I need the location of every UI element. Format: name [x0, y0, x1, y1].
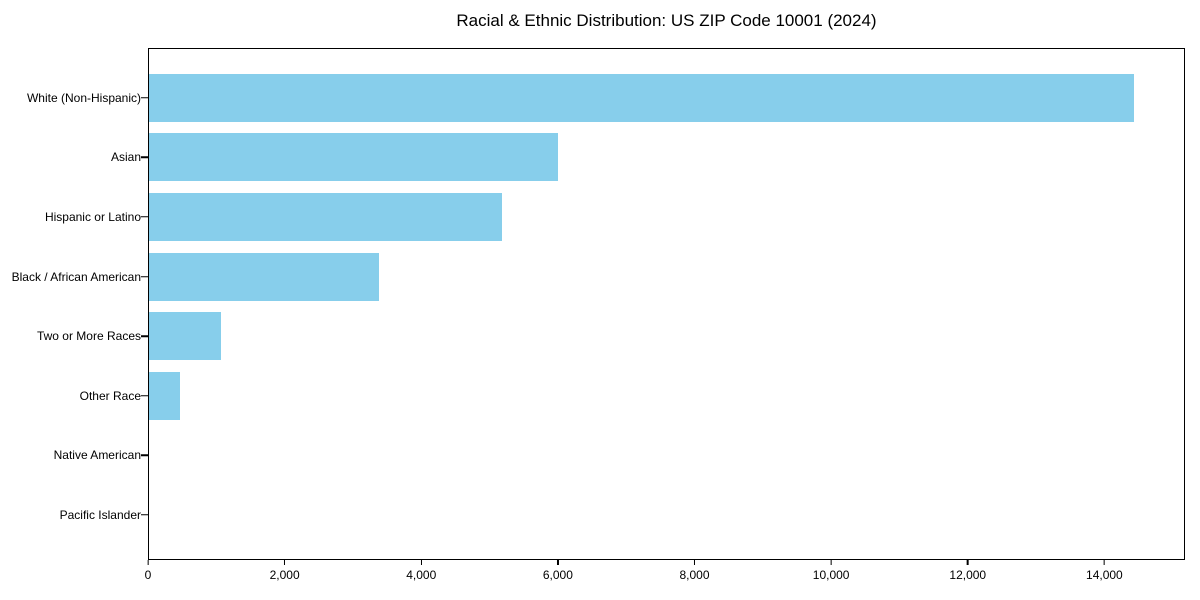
y-tick-mark [141, 156, 148, 159]
x-tick: 4,000 [406, 560, 436, 582]
x-tick-mark [557, 560, 559, 565]
bar-row: Two or More Races [37, 306, 1184, 366]
bar [149, 371, 181, 420]
y-tick-mark [141, 216, 148, 218]
x-tick-mark [283, 560, 286, 565]
x-tick-label: 14,000 [1086, 568, 1123, 582]
bar [149, 133, 559, 182]
bar-row: White (Non-Hispanic) [27, 68, 1184, 128]
y-tick-mark [141, 335, 148, 337]
x-tick-label: 2,000 [269, 568, 300, 582]
bar [149, 312, 222, 361]
x-tick-mark [693, 560, 696, 565]
y-tick-mark [141, 275, 148, 278]
x-tick: 14,000 [1086, 560, 1123, 582]
bar-row: Pacific Islander [60, 485, 1184, 545]
bar-rows: White (Non-Hispanic) Asian Hispanic or Lat… [12, 49, 1184, 559]
x-tick-mark [966, 560, 969, 565]
x-tick: 2,000 [270, 560, 300, 582]
x-tick-label: 4,000 [406, 568, 437, 582]
bar-row: Asian [111, 128, 1184, 188]
x-tick: 8,000 [679, 560, 710, 582]
plot-area: White (Non-Hispanic) Asian Hispanic or Lat… [12, 48, 1185, 560]
y-tick-mark [141, 395, 148, 397]
y-tick-mark [141, 514, 148, 516]
y-tick-label: Other Race [79, 388, 141, 403]
x-tick-mark [420, 560, 422, 565]
y-tick-label: Asian [110, 150, 141, 165]
y-tick-label: Two or More Races [36, 329, 141, 344]
y-tick-label: Pacific Islander [59, 507, 141, 522]
bar [149, 192, 502, 241]
bar [149, 252, 379, 301]
x-tick-label: 8,000 [679, 568, 710, 582]
x-tick-mark [1103, 560, 1106, 565]
chart-title: Racial & Ethnic Distribution: US ZIP Cod… [456, 11, 877, 30]
y-tick-label: Black / African American [11, 269, 141, 284]
y-tick-mark [141, 97, 148, 99]
x-tick: 0 [144, 560, 152, 582]
x-axis: 0 2,000 4,000 6,000 8,000 10,000 12,000 14,000 [144, 560, 1185, 592]
y-tick-label: Native American [53, 448, 141, 463]
x-tick-mark [147, 560, 149, 565]
x-tick-label: 12,000 [949, 568, 987, 582]
y-tick-mark [141, 454, 148, 457]
x-tick: 6,000 [543, 560, 573, 582]
y-tick-label: White (Non-Hispanic) [26, 90, 141, 105]
x-tick-label: 10,000 [812, 568, 850, 582]
x-tick-label: 6,000 [542, 568, 573, 582]
x-tick-label: 0 [144, 568, 152, 582]
bar-row: Hispanic or Latino [45, 187, 1184, 247]
bar-row: Native American [54, 426, 1184, 486]
bar-row: Other Race [80, 366, 1184, 426]
bar [149, 73, 1135, 122]
x-tick-mark [830, 560, 832, 565]
x-tick: 12,000 [949, 560, 986, 582]
x-tick: 10,000 [812, 560, 850, 582]
bar-row: Black / African American [12, 247, 1184, 307]
y-tick-label: Hispanic or Latino [44, 209, 141, 224]
